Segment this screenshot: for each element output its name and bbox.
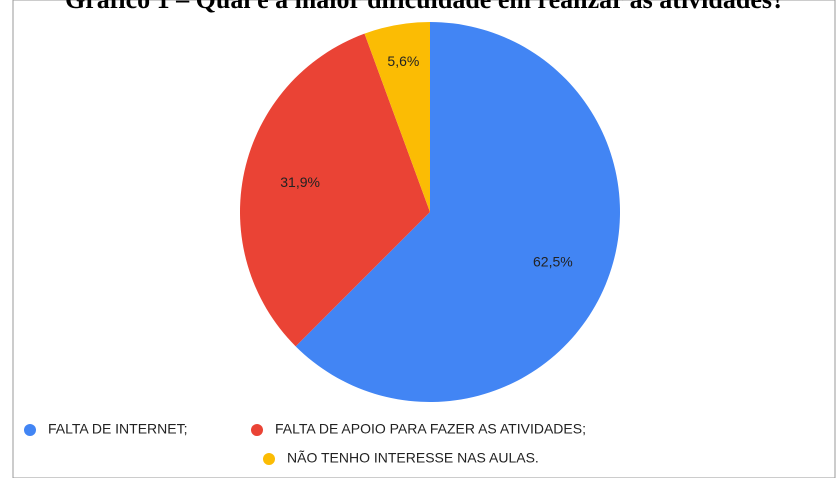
frame [12,0,836,478]
legend-marker [263,453,275,465]
slice-label: 31,9% [280,174,320,190]
legend-label: FALTA DE APOIO PARA FAZER AS ATIVIDADES; [275,421,586,437]
pie-slice [295,22,620,403]
pie-slice [240,33,430,347]
legend-label: NÃO TENHO INTERESSE NAS AULAS. [287,450,539,466]
legend-marker [251,424,263,436]
legend-marker [24,424,36,436]
slice-label: 62,5% [533,254,573,270]
slice-label: 5,6% [387,53,419,69]
chart-title: Gráfico 1 – Qual é a maior dificuldade e… [65,0,785,14]
legend-label: FALTA DE INTERNET; [48,421,188,437]
pie-slice [364,22,430,212]
